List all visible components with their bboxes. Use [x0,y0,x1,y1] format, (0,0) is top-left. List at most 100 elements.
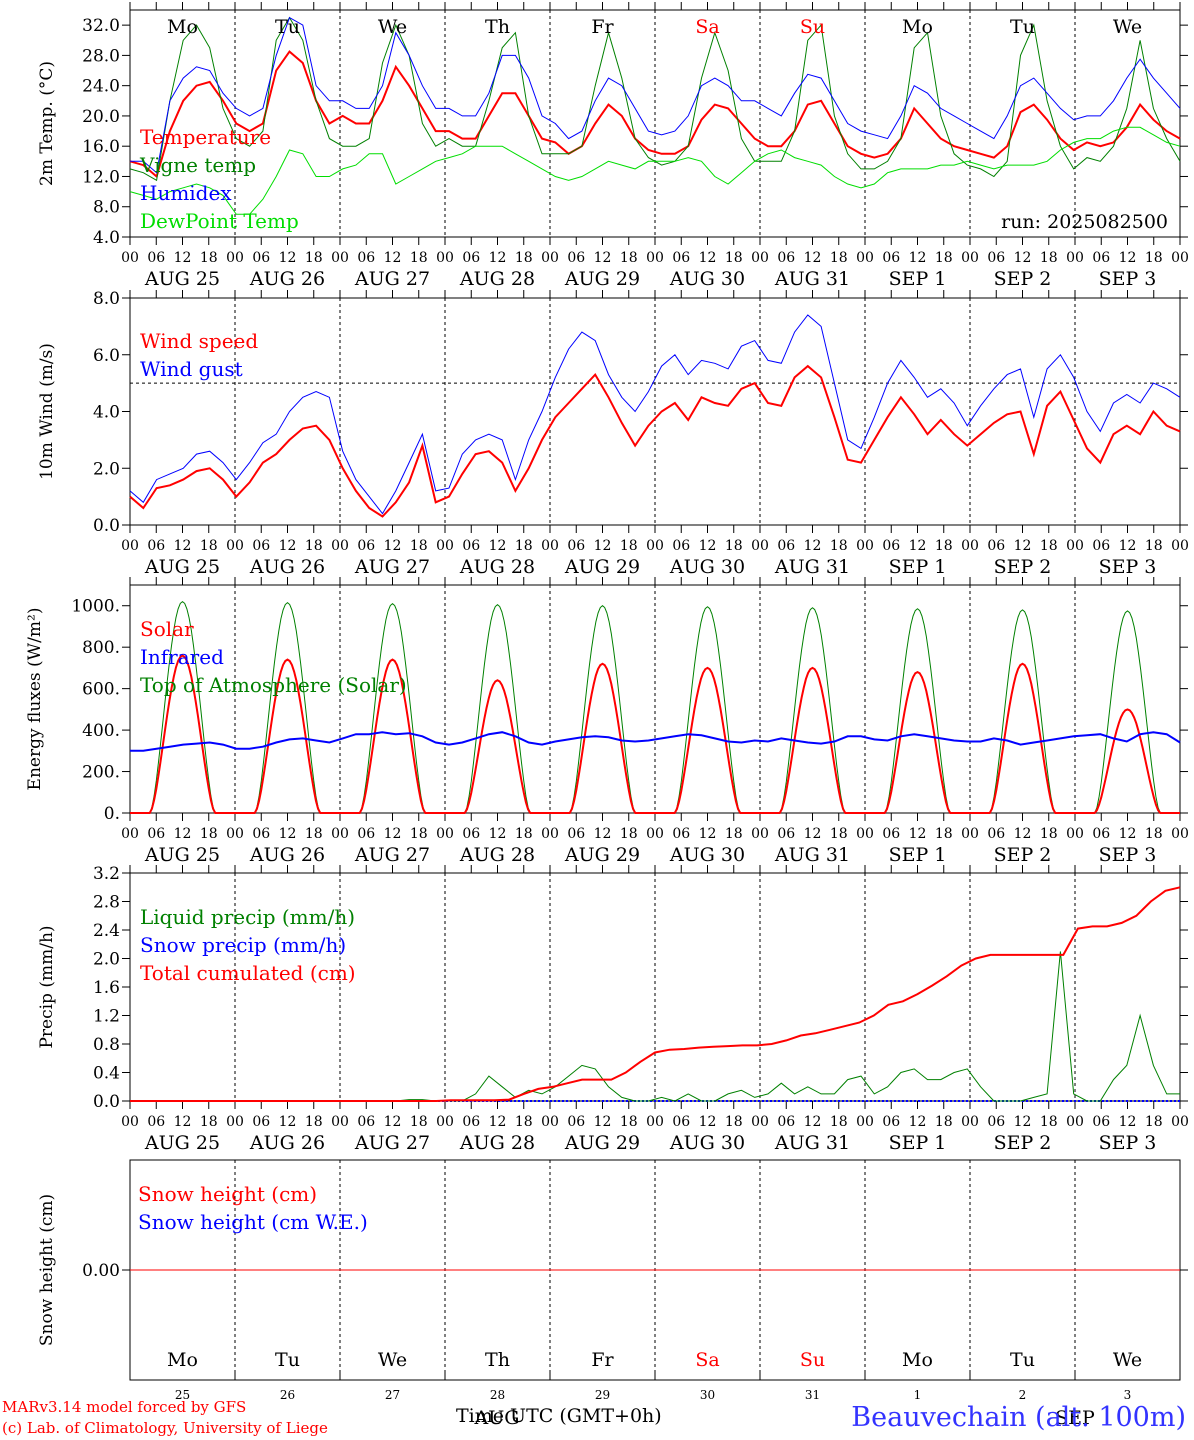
weekday-label-bottom: Fr [591,1349,614,1371]
wind-hour-label: 06 [987,538,1005,554]
flux-date-label: SEP 3 [1099,844,1157,866]
temp-hour-label: 06 [1092,250,1110,266]
temp-hour-label: 06 [987,250,1005,266]
precip-date-label: AUG 27 [354,1132,430,1154]
snow-y-axis-label: Snow height (cm) [37,1194,57,1346]
flux-y-tick-label: 400. [82,721,120,741]
flux-hour-label: 00 [856,826,874,842]
precip-date-label: AUG 25 [144,1132,220,1154]
precip-y-tick-label: 2.8 [93,893,120,913]
temp-series-dewpoint-temp [129,126,1181,215]
temp-hour-label: 18 [410,250,428,266]
temp-y-tick-label: 32.0 [82,16,120,36]
wind-hour-label: 18 [1145,538,1163,554]
precip-hour-label: 06 [357,1114,375,1130]
wind-hour-label: 18 [200,538,218,554]
wind-hour-label: 00 [961,538,979,554]
day-number-label: 2 [1019,1388,1027,1402]
flux-hour-label: 06 [882,826,900,842]
precip-legend-liquid-precip-mm-h-: Liquid precip (mm/h) [140,905,355,929]
precip-legend-total-cumulated-cm-: Total cumulated (cm) [140,961,356,985]
temp-hour-label: 18 [620,250,638,266]
flux-date-label: AUG 30 [669,844,745,866]
precip-date-label: AUG 29 [564,1132,640,1154]
precip-hour-label: 12 [594,1114,612,1130]
day-number-label: 3 [1124,1388,1132,1402]
wind-hour-label: 00 [1066,538,1084,554]
flux-date-label: AUG 26 [249,844,325,866]
flux-hour-label: 18 [200,826,218,842]
flux-hour-label: 00 [1171,826,1189,842]
temp-date-label: SEP 3 [1099,268,1157,290]
temp-hour-label: 06 [252,250,270,266]
temp-hour-label: 18 [515,250,533,266]
wind-hour-label: 06 [777,538,795,554]
weekday-label-bottom: Tu [1010,1349,1035,1371]
wind-date-label: SEP 3 [1099,556,1157,578]
temp-date-label: SEP 1 [889,268,947,290]
weekday-label-bottom: We [1113,1349,1142,1371]
wind-y-tick-label: 6.0 [93,346,120,366]
precip-hour-label: 00 [646,1114,664,1130]
wind-hour-label: 18 [725,538,743,554]
weekday-label-top: We [378,16,407,38]
wind-date-label: SEP 2 [994,556,1052,578]
temp-date-label: AUG 27 [354,268,430,290]
temp-hour-label: 06 [147,250,165,266]
temp-y-tick-label: 16.0 [82,137,120,157]
precip-hour-label: 18 [1145,1114,1163,1130]
temp-hour-label: 00 [1171,250,1189,266]
precip-hour-label: 00 [436,1114,454,1130]
wind-hour-label: 18 [410,538,428,554]
flux-hour-label: 06 [1092,826,1110,842]
flux-hour-label: 00 [751,826,769,842]
temp-date-label: SEP 2 [994,268,1052,290]
temp-date-label: AUG 26 [249,268,325,290]
precip-y-tick-label: 1.6 [93,978,120,998]
weekday-label-top: Tu [1010,16,1035,38]
wind-hour-label: 12 [279,538,297,554]
flux-hour-label: 12 [1119,826,1137,842]
wind-y-tick-label: 2.0 [93,459,120,479]
temp-legend-humidex: Humidex [140,181,232,205]
temp-hour-label: 12 [594,250,612,266]
flux-legend-top-of-atmosphere-solar-: Top of Atmosphere (Solar) [140,673,407,697]
precip-hour-label: 18 [515,1114,533,1130]
wind-hour-label: 06 [252,538,270,554]
flux-hour-label: 18 [725,826,743,842]
flux-hour-label: 06 [357,826,375,842]
precip-hour-label: 00 [226,1114,244,1130]
precip-hour-label: 18 [1040,1114,1058,1130]
wind-hour-label: 06 [672,538,690,554]
wind-hour-label: 00 [436,538,454,554]
weekday-label-top: Fr [591,16,614,38]
wind-hour-label: 12 [909,538,927,554]
temp-hour-label: 00 [541,250,559,266]
wind-series-wind-speed [129,364,1181,518]
temp-hour-label: 18 [725,250,743,266]
run-label: run: 2025082500 [1001,211,1168,233]
flux-series-solar [130,654,1180,814]
day-number-label: 1 [914,1388,922,1402]
weekday-label-top: Su [800,16,825,38]
wind-date-label: AUG 29 [564,556,640,578]
temp-hour-label: 00 [226,250,244,266]
precip-hour-label: 06 [252,1114,270,1130]
temp-y-tick-label: 20.0 [82,107,120,127]
flux-date-label: SEP 2 [994,844,1052,866]
month-label-sep: SEP [1055,1407,1095,1429]
wind-hour-label: 18 [515,538,533,554]
wind-date-label: AUG 25 [144,556,220,578]
flux-hour-label: 00 [436,826,454,842]
wind-hour-label: 12 [384,538,402,554]
wind-hour-label: 00 [121,538,139,554]
weekday-label-top: Mo [167,16,198,38]
wind-hour-label: 06 [147,538,165,554]
temp-hour-label: 18 [200,250,218,266]
temp-series-humidex [130,16,1181,174]
precip-hour-label: 18 [830,1114,848,1130]
day-number-label: 30 [700,1388,715,1402]
temp-y-tick-label: 28.0 [82,46,120,66]
precip-series-total-cumulated-cm- [130,886,1181,1102]
precip-hour-label: 18 [935,1114,953,1130]
